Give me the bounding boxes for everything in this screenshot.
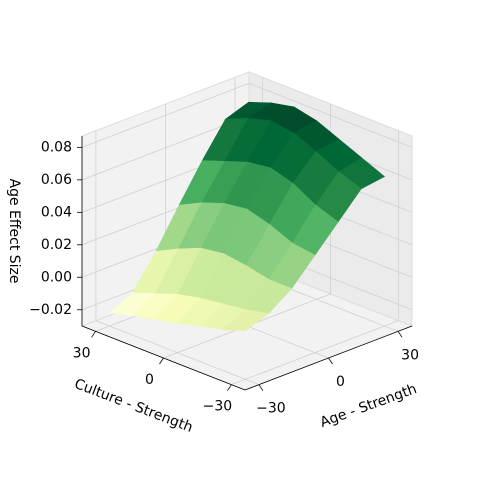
tick-mark xyxy=(258,384,264,391)
grid-line xyxy=(248,82,413,148)
x-axis-label: Age - Strength xyxy=(318,381,419,431)
z-tick-label: 0.02 xyxy=(41,237,72,253)
x-tick-label: 0 xyxy=(336,374,345,390)
z-axis-label: Age Effect Size xyxy=(6,178,22,283)
tick-mark xyxy=(159,357,164,365)
tick-mark xyxy=(91,331,96,338)
x-tick-label: −30 xyxy=(256,401,286,417)
z-tick-label: 0.06 xyxy=(41,172,72,188)
z-tick-label: 0.00 xyxy=(41,269,72,285)
tick-mark xyxy=(397,331,403,338)
tick-mark xyxy=(227,384,232,391)
y-tick-label: 0 xyxy=(145,372,154,388)
z-tick-label: −0.02 xyxy=(29,302,72,318)
tick-mark xyxy=(328,357,333,365)
grid-line xyxy=(231,320,399,386)
z-tick-label: 0.08 xyxy=(41,139,72,155)
y-axis-label: Culture - Strength xyxy=(72,376,195,436)
grid-line xyxy=(81,82,250,148)
z-tick-label: 0.04 xyxy=(41,204,72,220)
y-tick-label: −30 xyxy=(203,399,233,415)
surface-patch xyxy=(221,309,270,331)
y-tick-label: 30 xyxy=(73,345,91,361)
x-tick-label: 30 xyxy=(401,347,419,363)
surface xyxy=(108,101,386,331)
